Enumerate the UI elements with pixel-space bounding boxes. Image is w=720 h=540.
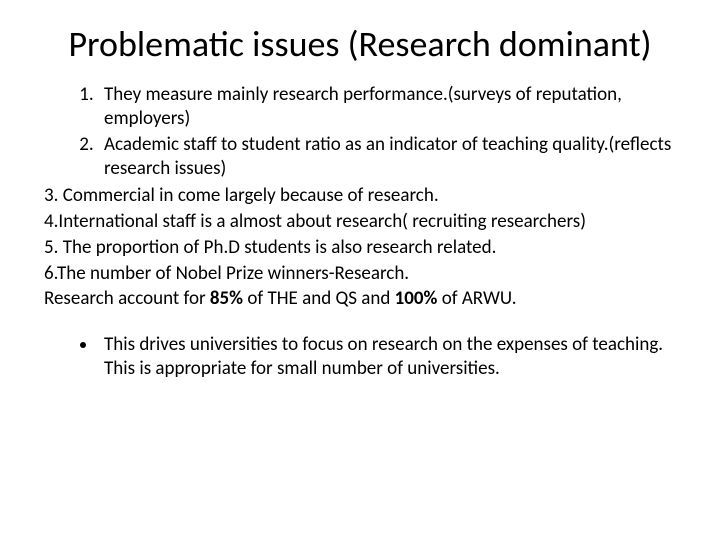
text: Research account for — [44, 287, 210, 310]
list-item: 3. Commercial in come largely because of… — [40, 184, 680, 208]
list-item: 6.The number of Nobel Prize winners-Rese… — [40, 262, 680, 286]
list-item: 4.International staff is a almost about … — [40, 210, 680, 234]
list-item: Academic staff to student ratio as an in… — [98, 133, 680, 181]
bold-text: 85% — [210, 287, 243, 310]
text: of THE and QS and — [243, 287, 395, 310]
bold-text: 100% — [395, 287, 438, 310]
list-item: 5. The proportion of Ph.D students is al… — [40, 236, 680, 260]
numbered-list: They measure mainly research performance… — [40, 83, 680, 180]
bullet-item: This drives universities to focus on res… — [98, 333, 680, 381]
slide-body: They measure mainly research performance… — [40, 83, 680, 380]
slide-title: Problematic issues (Research dominant) — [40, 24, 680, 65]
bullet-list: This drives universities to focus on res… — [40, 333, 680, 381]
summary-line: Research account for 85% of THE and QS a… — [40, 287, 680, 311]
slide: Problematic issues (Research dominant) T… — [0, 0, 720, 540]
list-item: They measure mainly research performance… — [98, 83, 680, 131]
text: of ARWU. — [437, 287, 516, 310]
